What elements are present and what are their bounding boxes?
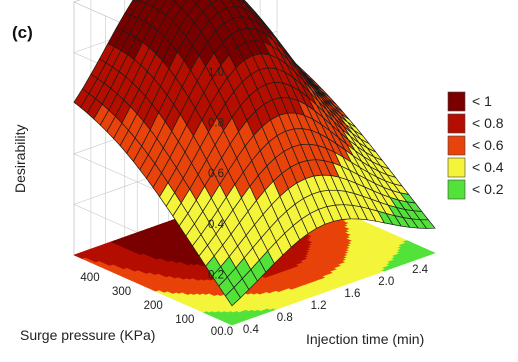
legend-swatch <box>447 113 466 134</box>
x-tick-label: 2.4 <box>412 264 429 276</box>
z-axis-label: Desirability <box>12 125 28 193</box>
z-tick-label: 0.4 <box>208 219 225 231</box>
legend-swatch <box>447 157 466 178</box>
y-tick-label: 200 <box>144 300 163 312</box>
legend-label: < 1 <box>472 93 492 109</box>
z-tick-label: 1.0 <box>208 67 224 79</box>
origin-tick-label: 00.0 <box>211 326 233 338</box>
x-axis-label: Injection time (min) <box>306 331 424 347</box>
legend-label: < 0.8 <box>472 115 504 131</box>
y-axis-label: Surge pressure (KPa) <box>20 327 155 343</box>
x-tick-label: 1.2 <box>311 300 327 312</box>
x-tick-label: 0.8 <box>277 312 293 324</box>
x-tick-label: 0.4 <box>243 324 260 336</box>
y-tick-label: 300 <box>112 286 131 298</box>
legend: < 1 < 0.8 < 0.6 < 0.4 < 0.2 <box>447 91 504 200</box>
axes: 0.2 0.4 0.6 0.8 1.0 100 200 300 400 0.4 0.8 1.2 1.6 2… <box>80 67 428 338</box>
x-tick-label: 2.0 <box>378 276 394 288</box>
y-tick-label: 100 <box>175 314 194 326</box>
legend-swatch <box>447 91 466 112</box>
surface-cell <box>192 0 201 5</box>
legend-label: < 0.6 <box>472 137 504 153</box>
legend-label: < 0.4 <box>472 159 504 175</box>
z-tick-label: 0.8 <box>208 118 224 130</box>
z-tick-label: 0.6 <box>208 168 224 180</box>
panel-label: (c) <box>12 23 33 42</box>
z-tick-label: 0.2 <box>208 269 224 281</box>
legend-swatch <box>447 179 466 200</box>
x-tick-label: 1.6 <box>344 288 360 300</box>
surface-cell <box>224 287 241 307</box>
legend-swatch <box>447 135 466 156</box>
response-surface <box>73 0 436 307</box>
legend-label: < 0.2 <box>472 181 504 197</box>
y-tick-label: 400 <box>80 272 99 284</box>
